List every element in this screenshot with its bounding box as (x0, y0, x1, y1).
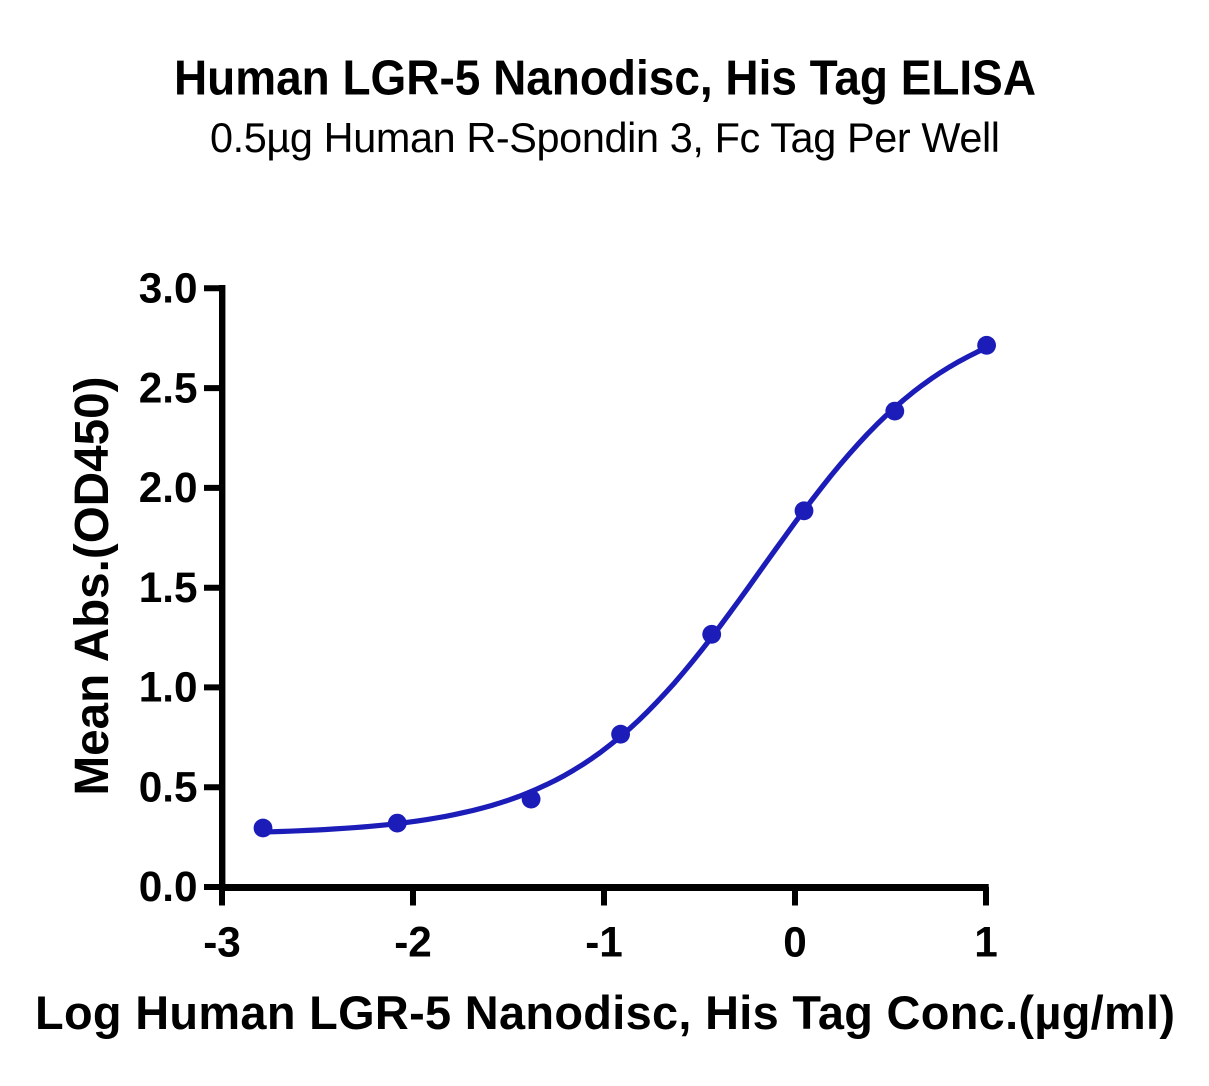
svg-text:0.0: 0.0 (139, 863, 198, 910)
svg-text:0.5: 0.5 (139, 763, 198, 810)
svg-text:2.0: 2.0 (139, 464, 198, 511)
svg-text:Mean Abs.(OD450): Mean Abs.(OD450) (65, 377, 119, 796)
svg-text:3.0: 3.0 (139, 265, 198, 312)
svg-text:-3: -3 (203, 919, 241, 966)
svg-text:Log Human LGR-5 Nanodisc, His: Log Human LGR-5 Nanodisc, His Tag Conc.(… (35, 987, 1175, 1039)
svg-text:Human LGR-5 Nanodisc, His Tag: Human LGR-5 Nanodisc, His Tag ELISA (174, 50, 1036, 105)
svg-text:-1: -1 (585, 919, 623, 966)
svg-text:1: 1 (974, 919, 998, 966)
svg-text:1.0: 1.0 (139, 664, 198, 711)
svg-text:-2: -2 (394, 919, 432, 966)
svg-text:0: 0 (783, 919, 807, 966)
svg-text:0.5µg Human R-Spondin 3, Fc Ta: 0.5µg Human R-Spondin 3, Fc Tag Per Well (210, 115, 1000, 161)
svg-text:1.5: 1.5 (139, 564, 198, 611)
svg-text:2.5: 2.5 (139, 364, 198, 411)
